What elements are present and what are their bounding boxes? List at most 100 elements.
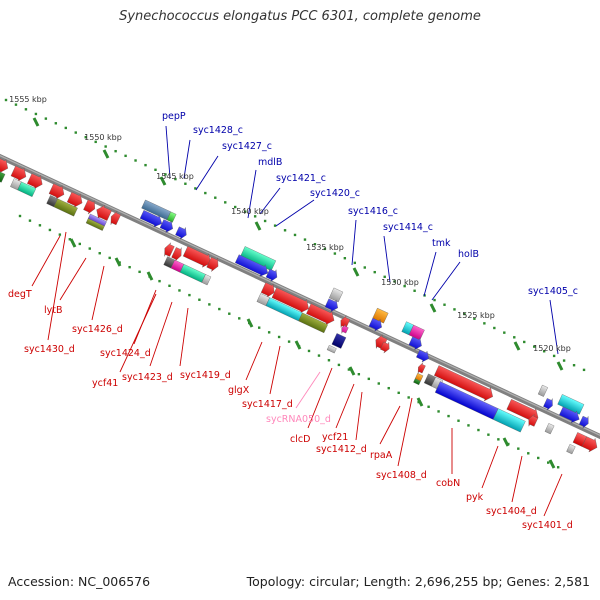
major-tick (502, 437, 510, 447)
tick-dot (214, 196, 217, 199)
tick-dot (243, 210, 247, 213)
gene-label-clcD: clcD (290, 434, 310, 445)
tick-dot (327, 359, 331, 362)
label-connector (149, 301, 173, 367)
gene-feature-forward (10, 165, 27, 182)
major-tick (416, 397, 424, 407)
label-connector (295, 371, 321, 409)
tick-dot (24, 108, 28, 111)
tick-dot (98, 252, 101, 255)
tick-dot (513, 336, 516, 339)
tick-dot (218, 307, 221, 311)
gene-label-syc1405_c: syc1405_c (528, 286, 578, 297)
tick-dot (124, 154, 127, 158)
gene-feature-forward (182, 245, 212, 268)
tick-dot (467, 424, 470, 427)
gene-feature-forward (175, 226, 187, 240)
kbp-label: 1545 kbp (156, 172, 194, 181)
kbp-label: 1540 kbp (231, 207, 269, 216)
tick-dot (277, 335, 281, 339)
gene-label-pyk: pyk (466, 492, 484, 503)
gene-label-ycf41: ycf41 (92, 378, 118, 389)
gene-feature-forward (206, 256, 219, 272)
major-tick (429, 303, 437, 313)
gene-label-syc1427_c: syc1427_c (222, 141, 272, 152)
tick-dot (483, 322, 486, 325)
tick-dot (517, 447, 520, 450)
tick-dot (437, 410, 440, 413)
gene-feature-forward (265, 268, 278, 282)
tick-dot (204, 191, 207, 195)
tick-dot (253, 215, 257, 218)
label-connector (549, 299, 559, 355)
tick-dot (228, 312, 231, 315)
label-connector (183, 139, 191, 179)
tick-dot (267, 331, 271, 334)
gene-feature-forward (159, 219, 173, 233)
gene-label-degT: degT (8, 289, 32, 300)
gene-feature-box (331, 333, 347, 349)
gene-feature-forward (380, 341, 390, 354)
tick-dot (44, 117, 48, 120)
tick-dot (403, 284, 406, 288)
tick-dot (317, 354, 321, 357)
label-connector (383, 235, 391, 283)
tick-dot (433, 298, 436, 302)
tick-dot (138, 270, 141, 274)
gene-label-syc1419_d: syc1419_d (180, 370, 231, 381)
gene-feature-forward (66, 191, 83, 208)
tick-dot (497, 438, 500, 441)
gene-feature-box (329, 287, 344, 303)
tick-dot (58, 233, 62, 236)
tick-dot (556, 466, 560, 469)
gene-label-syc1412_d: syc1412_d (316, 444, 367, 455)
gene-label-syc1420_c: syc1420_c (310, 188, 360, 199)
gene-feature-forward (271, 287, 309, 314)
gene-feature-box (85, 218, 105, 231)
major-tick (254, 221, 262, 231)
gene-label-lytB: lytB (44, 305, 63, 316)
tick-dot (393, 280, 396, 283)
tick-dot (367, 377, 371, 381)
label-connector (31, 235, 61, 287)
major-tick (556, 361, 564, 371)
tick-dot (337, 363, 341, 367)
gene-feature-forward (83, 199, 95, 215)
gene-feature-box (179, 263, 206, 283)
tick-dot (144, 163, 147, 167)
gene-feature-box (413, 378, 421, 386)
tick-dot (347, 368, 351, 371)
gene-feature-reverse (110, 210, 121, 226)
tick-dot (273, 224, 277, 227)
accession-text: Accession: NC_006576 (8, 574, 151, 589)
tick-dot (4, 98, 8, 102)
label-connector (511, 455, 523, 503)
tick-dot (263, 219, 267, 223)
tick-dot (373, 270, 376, 274)
gene-label-syc1416_c: syc1416_c (348, 206, 398, 217)
gene-label-syc1417_d: syc1417_d (242, 399, 293, 410)
tick-dot (457, 419, 460, 422)
gene-feature-reverse (528, 414, 539, 427)
tick-dot (184, 182, 187, 185)
gene-feature-forward (408, 336, 422, 351)
tick-dot (88, 247, 91, 250)
gene-feature-forward (324, 298, 338, 313)
tick-dot (546, 461, 550, 464)
tick-dot (134, 159, 137, 162)
gene-feature-box (0, 163, 6, 183)
tick-dot (307, 349, 311, 353)
tick-dot (387, 386, 390, 390)
tick-dot (453, 308, 456, 311)
gene-label-syc1424_d: syc1424_d (100, 348, 151, 359)
gene-label-syc1423_d: syc1423_d (122, 372, 173, 383)
gene-label-rpaA: rpaA (370, 450, 393, 461)
tick-dot (48, 228, 52, 232)
major-tick (69, 238, 77, 248)
kbp-label: 1550 kbp (84, 133, 122, 142)
tick-dot (313, 243, 317, 246)
tick-dot (257, 326, 261, 329)
tick-dot (527, 452, 530, 455)
label-connector (275, 199, 315, 227)
